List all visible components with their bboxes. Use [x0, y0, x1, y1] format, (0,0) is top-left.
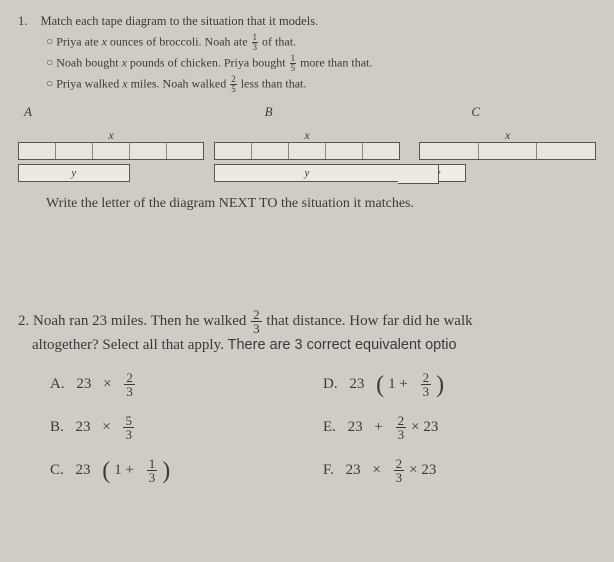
option-f[interactable]: F. 23 × 23× 23 — [323, 457, 596, 484]
fraction: 25 — [230, 75, 237, 94]
q1-number: 1. — [18, 14, 27, 28]
tape-bottom: y — [18, 164, 130, 182]
q1-bullets: Priya ate x ounces of broccoli. Noah ate… — [46, 33, 596, 94]
diagram-labels-row: A B C — [18, 104, 596, 120]
option-b[interactable]: B. 23 × 53 — [50, 414, 323, 441]
q2-note: There are 3 correct equivalent optio — [228, 337, 457, 353]
tape-top: x — [214, 142, 400, 160]
question-1: 1. Match each tape diagram to the situat… — [18, 12, 596, 94]
fraction: 23 — [251, 308, 262, 335]
fraction: 15 — [290, 54, 297, 73]
tape-top: x — [419, 142, 596, 160]
label-c: C — [391, 104, 596, 120]
fraction: 13 — [252, 33, 259, 52]
bullet-item: Noah bought x pounds of chicken. Priya b… — [46, 54, 596, 73]
option-a[interactable]: A. 23 × 23 — [50, 371, 323, 398]
q1-instruction: Write the letter of the diagram NEXT TO … — [18, 196, 596, 212]
label-b: B — [176, 104, 392, 120]
question-2: 2. Noah ran 23 miles. Then he walked 23 … — [18, 308, 596, 484]
diagram-a: x y — [18, 124, 204, 182]
diagram-b: x y — [214, 124, 400, 182]
option-c[interactable]: C. 23 (1 + 13) — [50, 457, 323, 484]
tape-diagrams: x y x y x y — [18, 124, 596, 182]
q2-stem: Noah ran 23 miles. Then he walked 23 tha… — [33, 313, 473, 329]
q1-stem: Match each tape diagram to the situation… — [41, 14, 319, 28]
bullet-item: Priya walked x miles. Noah walked 25 les… — [46, 75, 596, 94]
label-a: A — [18, 104, 176, 120]
q2-number: 2. — [18, 313, 29, 329]
tape-top: x — [18, 142, 204, 160]
option-d[interactable]: D. 23 (1 + 23) — [323, 371, 596, 398]
option-e[interactable]: E. 23 + 23× 23 — [323, 414, 596, 441]
tape-bottom: y — [214, 164, 400, 182]
bullet-item: Priya ate x ounces of broccoli. Noah ate… — [46, 33, 596, 52]
answer-options: A. 23 × 23 D. 23 (1 + 23) B. 23 × 53 E. … — [18, 371, 596, 484]
